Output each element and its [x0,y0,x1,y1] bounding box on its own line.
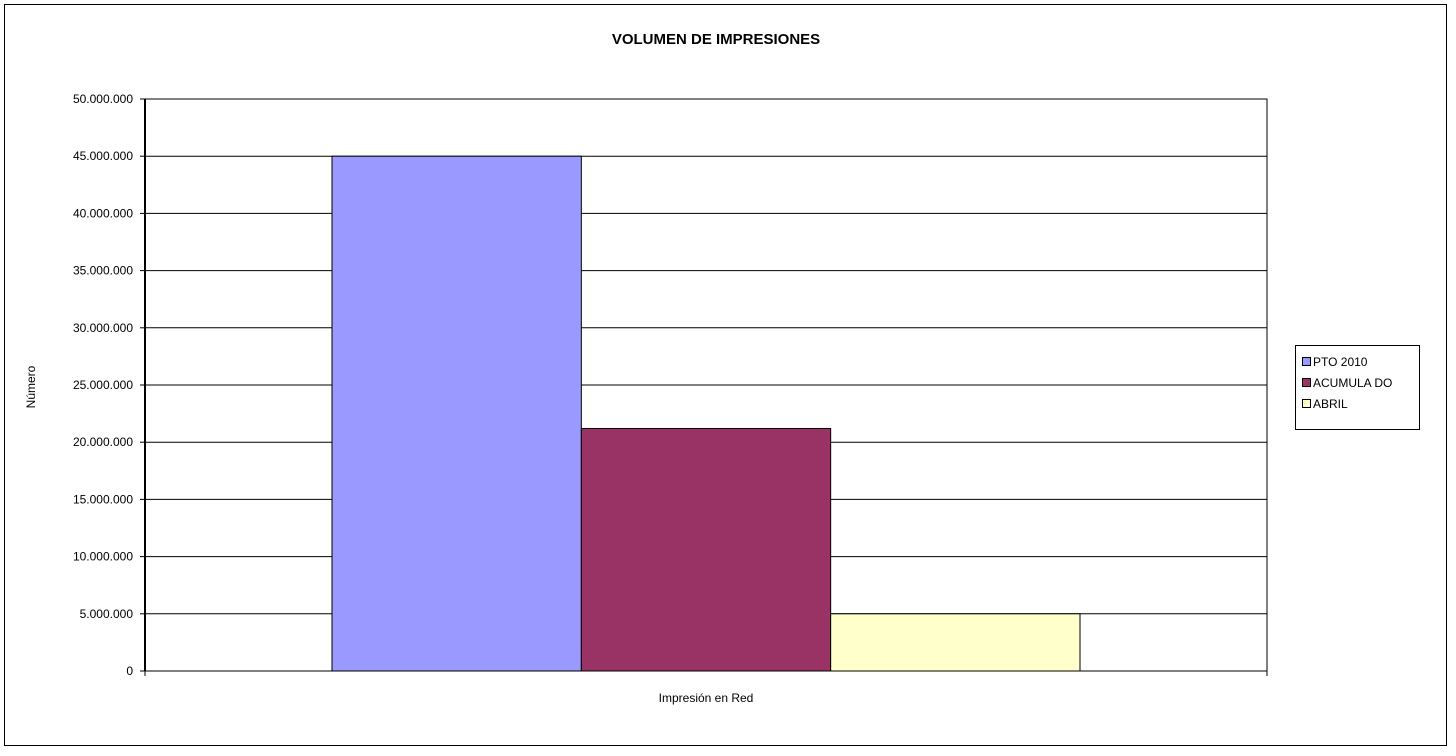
y-tick-label: 30.000.000 [73,321,133,335]
bar-pto-2010 [331,155,582,672]
legend-label: ABRIL [1313,396,1348,411]
y-tick-label: 35.000.000 [73,264,133,278]
x-tick-label: Impresión en Red [659,691,754,705]
legend-label: PTO 2010 [1313,354,1368,369]
y-tick-label: 25.000.000 [73,378,133,392]
y-tick-label: 40.000.000 [73,206,133,220]
bar-abril [830,613,1081,672]
y-tick-label: 15.000.000 [73,492,133,506]
y-tick-label: 45.000.000 [73,149,133,163]
chart-title: VOLUMEN DE IMPRESIONES [612,31,820,48]
y-tick-label: 50.000.000 [73,92,133,106]
y-tick-label: 20.000.000 [73,435,133,449]
x-tick-labels: Impresión en Red [659,691,754,705]
axes [140,98,1268,676]
bars [331,155,1081,672]
y-tick-label: 10.000.000 [73,550,133,564]
legend-swatch [1302,399,1311,408]
legend-item-pto-2010: PTO 2010 [1302,351,1419,372]
y-tick-label: 0 [126,664,133,678]
y-axis-label: Número [24,365,38,408]
legend-label: ACUMULA DO [1313,375,1393,390]
y-tick-labels: 0 5.000.000 10.000.000 15.000.000 20.000.000… [73,92,133,678]
legend-swatch [1302,378,1311,387]
legend-swatch [1302,357,1311,366]
legend: PTO 2010 ACUMULA DO ABRIL [1295,345,1420,430]
y-tick-label: 5.000.000 [80,607,134,621]
bar-acumula-do [580,427,832,672]
legend-item-abril: ABRIL [1302,393,1419,414]
legend-item-acumulado: ACUMULA DO [1302,372,1419,393]
